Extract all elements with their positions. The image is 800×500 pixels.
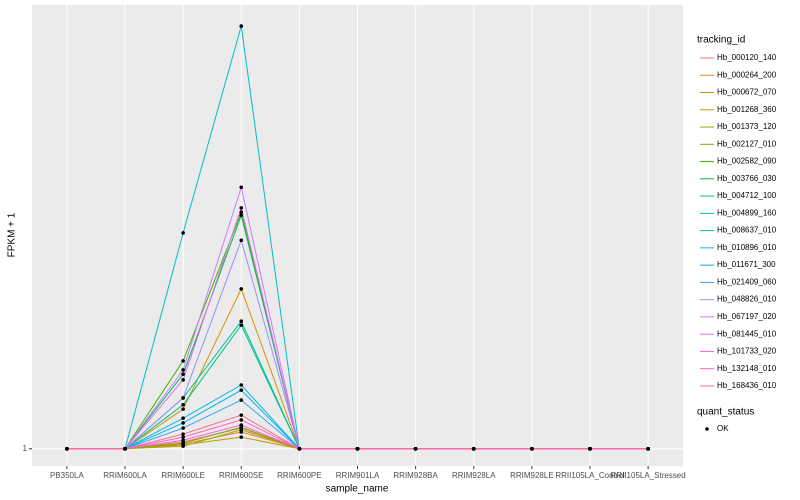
data-point	[239, 418, 244, 422]
legend-label: Hb_000264_200	[717, 70, 777, 79]
data-point	[181, 416, 185, 420]
legend-label: Hb_004712_100	[717, 191, 777, 200]
legend-label: Hb_001268_360	[717, 105, 777, 114]
data-point	[239, 423, 244, 427]
x-tick-label: RRIM928LE	[510, 471, 554, 480]
data-point	[239, 24, 244, 28]
legend-label: Hb_002127_010	[717, 139, 777, 148]
legend-label: Hb_002582_090	[717, 157, 777, 166]
data-point	[181, 438, 185, 442]
x-tick-label: RRII105LA_Stressed	[611, 471, 686, 480]
legend-label: OK	[717, 424, 729, 433]
data-point	[239, 323, 244, 327]
x-tick-label: RRIM600LE	[161, 471, 205, 480]
data-point	[239, 319, 244, 324]
legend-label: Hb_011671_300	[717, 260, 776, 269]
data-point	[181, 441, 185, 445]
legend-label: Hb_168436_010	[717, 381, 777, 390]
data-point	[355, 446, 360, 451]
legend-label: Hb_067197_020	[717, 312, 777, 321]
data-point	[65, 446, 69, 451]
legend-key	[705, 427, 709, 431]
data-point	[530, 446, 534, 451]
x-tick-label: RRIM928BA	[393, 471, 438, 480]
data-point	[181, 396, 185, 400]
legend-label: Hb_132148_010	[717, 364, 777, 373]
data-point	[588, 446, 592, 451]
data-point	[239, 413, 244, 417]
y-tick-label: 1	[23, 444, 28, 453]
data-point	[297, 446, 302, 451]
x-tick-label: RRIM600PE	[277, 471, 321, 480]
data-point	[239, 383, 244, 387]
data-point	[181, 231, 185, 235]
y-axis-title: FPKM + 1	[7, 212, 18, 257]
legend-label: Hb_081445_010	[717, 329, 777, 338]
x-tick-label: RRIM600LA	[103, 471, 147, 480]
legend-label: Hb_001373_120	[717, 122, 777, 131]
data-point	[123, 446, 127, 451]
data-point	[413, 446, 418, 451]
data-point	[181, 368, 185, 372]
data-point	[239, 185, 244, 190]
data-point	[239, 435, 244, 439]
x-tick-label: PB350LA	[50, 471, 84, 480]
data-point	[181, 372, 185, 377]
legend-label: Hb_003766_030	[717, 174, 777, 183]
legend-label: Hb_021409_060	[717, 277, 777, 286]
x-axis-title: sample_name	[326, 484, 389, 495]
data-point	[181, 432, 185, 436]
data-point	[181, 407, 185, 411]
data-point	[181, 421, 185, 425]
data-point	[181, 359, 185, 363]
data-point	[239, 238, 244, 243]
data-point	[239, 213, 244, 218]
x-tick-label: RRIM600SE	[219, 471, 263, 480]
data-point	[239, 398, 244, 402]
legend-title: quant_status	[697, 407, 754, 418]
data-point	[181, 435, 185, 439]
legend-label: Hb_048826_010	[717, 295, 777, 304]
x-tick-label: RRIM901LA	[336, 471, 380, 480]
data-point	[239, 287, 244, 291]
data-point	[471, 446, 476, 451]
data-point	[239, 388, 244, 392]
legend-label: Hb_000120_140	[717, 53, 777, 62]
data-point	[646, 446, 650, 451]
legend-label: Hb_008637_010	[717, 226, 777, 235]
legend-label: Hb_101733_020	[717, 347, 777, 356]
legend-label: Hb_000672_070	[717, 88, 777, 97]
data-point	[181, 378, 185, 382]
x-tick-label: RRII105LA_Control	[555, 471, 625, 480]
legend-title: tracking_id	[697, 35, 745, 46]
x-tick-label: RRIM928LA	[452, 471, 496, 480]
legend-label: Hb_004899_160	[717, 208, 777, 217]
data-point	[239, 206, 244, 210]
legend-label: Hb_010896_010	[717, 243, 777, 252]
data-point	[239, 428, 244, 432]
data-point	[181, 444, 185, 448]
data-point	[181, 403, 185, 407]
data-point	[239, 210, 244, 215]
data-point	[181, 426, 185, 430]
